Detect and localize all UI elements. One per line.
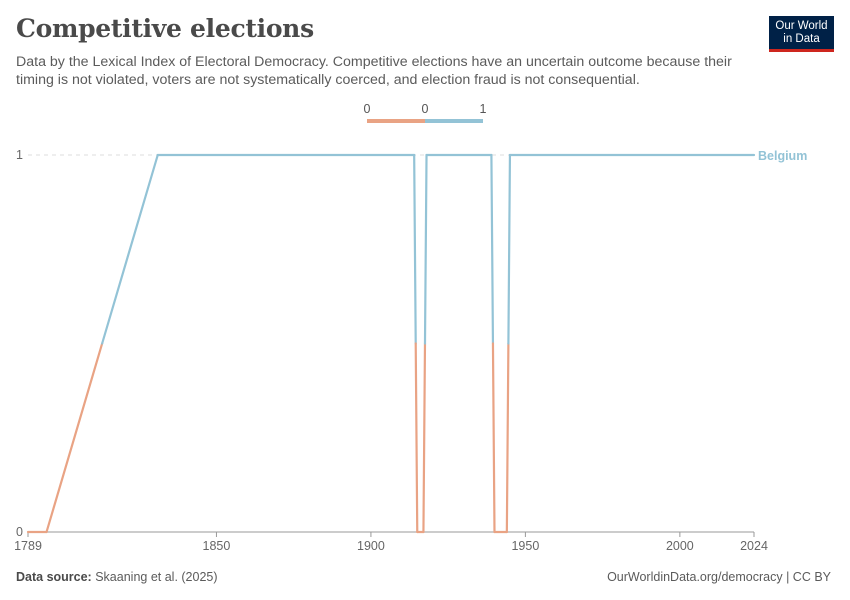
- chart-title: Competitive elections: [16, 14, 314, 43]
- y-tick-label: 0: [16, 525, 23, 539]
- x-tick-label: 2000: [666, 539, 694, 553]
- data-source-label: Data source:: [16, 570, 92, 584]
- x-tick-label: 1789: [14, 539, 42, 553]
- legend-label: 0: [364, 102, 371, 116]
- y-tick-label: 1: [16, 148, 23, 162]
- owid-logo[interactable]: Our World in Data: [769, 16, 834, 52]
- chart-subtitle: Data by the Lexical Index of Electoral D…: [16, 54, 732, 88]
- x-tick-label: 1850: [203, 539, 231, 553]
- series-segment: [45, 342, 104, 534]
- x-tick-label: 2024: [740, 539, 768, 553]
- logo-line-1: Our World: [775, 20, 828, 32]
- legend-label: 0: [422, 102, 429, 116]
- series-segment: [491, 342, 496, 534]
- series-segment: [413, 153, 417, 345]
- footer-url[interactable]: OurWorldinData.org/democracy | CC BY: [607, 570, 831, 584]
- data-source-text[interactable]: Skaaning et al. (2025): [95, 570, 218, 584]
- series-segment: [422, 342, 427, 534]
- data-source: Data source: Skaaning et al. (2025): [16, 570, 218, 584]
- logo-line-2: in Data: [783, 33, 820, 45]
- series-segment: [507, 153, 512, 345]
- series-segment: [505, 342, 510, 534]
- x-tick-label: 1900: [357, 539, 385, 553]
- series-label-belgium: Belgium: [758, 149, 807, 163]
- legend-swatch-0: [367, 119, 425, 123]
- series-segment: [414, 342, 419, 534]
- series-segment: [490, 153, 495, 345]
- x-tick-label: 1950: [511, 539, 539, 553]
- legend-label: 1: [480, 102, 487, 116]
- series-segment: [101, 153, 159, 345]
- series-segment: [423, 153, 428, 345]
- legend-swatch-1: [425, 119, 483, 123]
